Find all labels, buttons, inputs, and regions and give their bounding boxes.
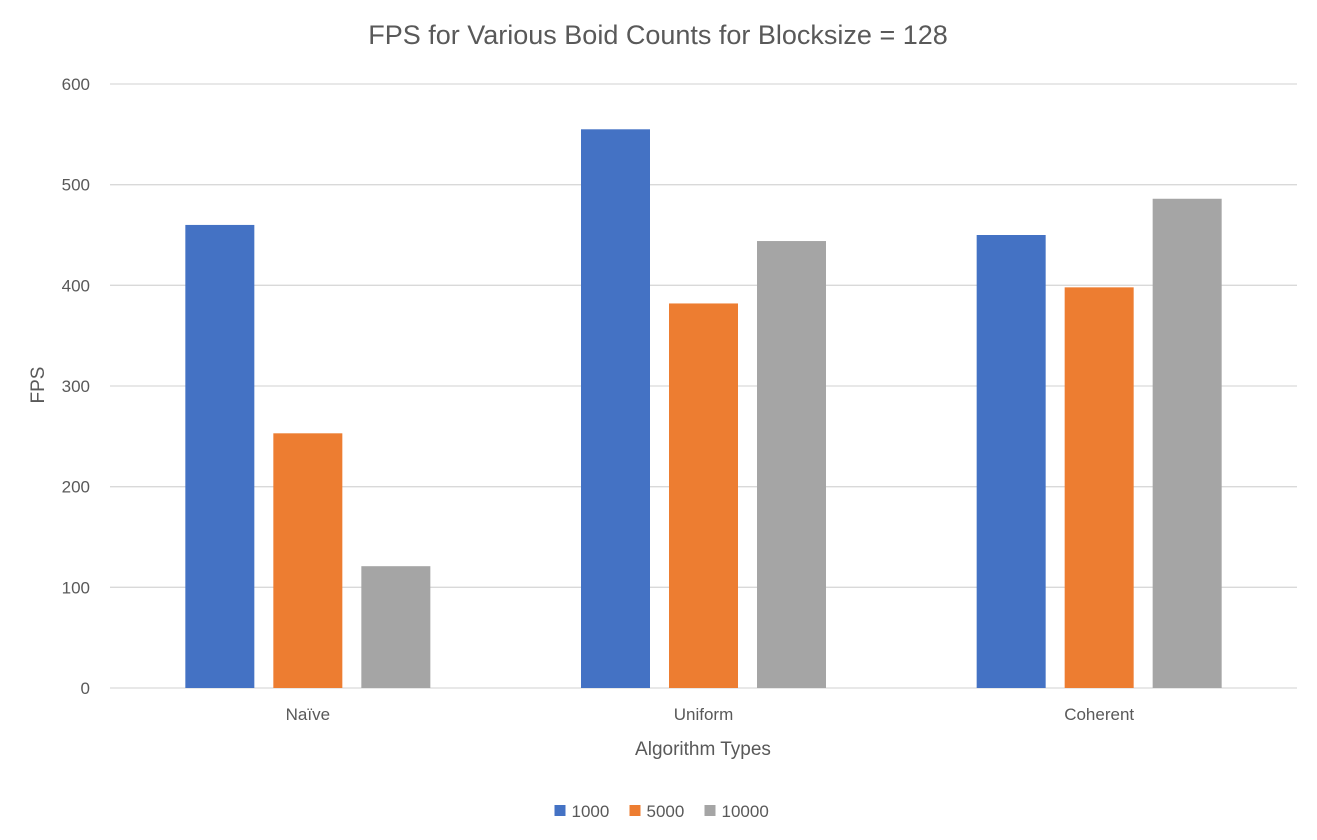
- x-tick-label: Naïve: [286, 705, 330, 724]
- bar-10000-1: [757, 241, 826, 689]
- bar-5000-1: [669, 303, 738, 688]
- bar-1000-1: [581, 129, 650, 689]
- legend-item: 1000: [554, 802, 610, 821]
- legend-item: 5000: [629, 802, 685, 821]
- legend-item: 10000: [704, 802, 769, 821]
- bar-5000-2: [1064, 287, 1134, 688]
- bar-10000-2: [1152, 198, 1222, 688]
- legend-label: 10000: [722, 802, 769, 821]
- y-tick-label: 0: [81, 679, 90, 698]
- legend-label: 5000: [647, 802, 685, 821]
- bar-1000-0: [185, 224, 255, 688]
- x-axis-title: Algorithm Types: [635, 739, 771, 760]
- bars: [185, 129, 1222, 689]
- bar-1000-2: [976, 235, 1046, 688]
- chart-title: FPS for Various Boid Counts for Blocksiz…: [368, 20, 948, 50]
- y-axis-title: FPS: [28, 367, 49, 404]
- legend-label: 1000: [572, 802, 610, 821]
- legend-swatch: [629, 805, 641, 816]
- y-tick-label: 400: [62, 276, 90, 295]
- y-tick-label: 100: [62, 578, 90, 597]
- legend-swatch: [704, 805, 716, 816]
- bar-10000-0: [361, 566, 431, 688]
- y-tick-label: 300: [62, 377, 90, 396]
- legend: 1000 5000 10000: [554, 802, 769, 821]
- y-tick-label: 500: [62, 176, 90, 195]
- x-tick-label: Coherent: [1064, 705, 1134, 724]
- y-tick-label: 200: [62, 478, 90, 497]
- x-tick-label: Uniform: [674, 705, 734, 724]
- bar-5000-0: [273, 433, 343, 688]
- y-tick-labels: 0 100 200 300 400 500 600: [62, 75, 90, 698]
- legend-swatch: [554, 805, 566, 816]
- y-tick-label: 600: [62, 75, 90, 94]
- x-tick-labels: Naïve Uniform Coherent: [286, 705, 1135, 724]
